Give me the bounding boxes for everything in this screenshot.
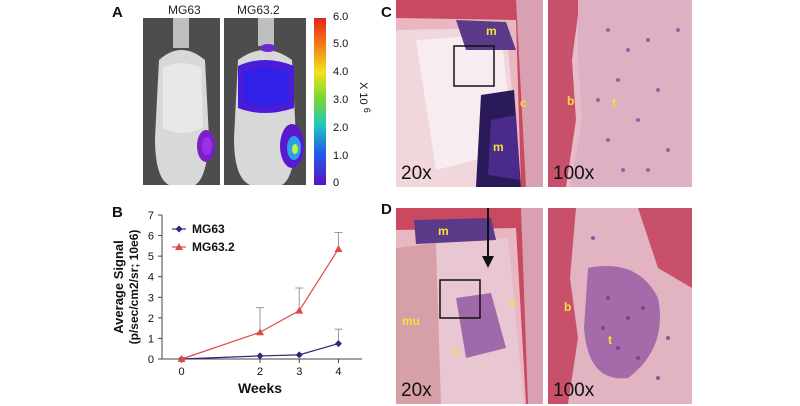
colorbar-tick: 2.0 [333, 122, 349, 134]
x-tick-label: 3 [296, 366, 302, 378]
series-line-mg63-2 [181, 248, 339, 360]
colorbar-tick: 4.0 [333, 66, 349, 78]
label-cortex: c [520, 96, 527, 110]
data-point [256, 352, 264, 360]
legend-label: MG63.2 [192, 240, 235, 254]
colorbar-tick: 5.0 [333, 38, 349, 50]
x-axis-label: Weeks [238, 380, 282, 396]
colorbar [314, 18, 326, 185]
mag-label-d-100x: 100x [553, 380, 595, 401]
y-tick-label: 5 [148, 251, 154, 263]
label-tumor: t [612, 96, 616, 110]
mouse-title-mg63-2: MG63.2 [237, 3, 280, 17]
colorbar-tick: 1.0 [333, 150, 349, 162]
data-point [256, 328, 265, 336]
label-cortex: c [452, 344, 459, 358]
mag-label-c-20x: 20x [401, 163, 432, 184]
y-tick-label: 6 [148, 231, 154, 243]
label-cortex: c [510, 296, 517, 310]
series-line-mg63 [181, 342, 339, 360]
y-tick-label: 2 [148, 313, 154, 325]
mouse-title-mg63: MG63 [168, 3, 201, 17]
y-tick-label: 3 [148, 292, 154, 304]
colorbar-exponent: 6 [362, 107, 372, 113]
colorbar-tick: 6.0 [333, 11, 349, 23]
y-tick-label: 0 [148, 354, 154, 366]
signal-line-chart: 0 1 2 3 4 5 6 7 0 2 3 4 Weeks Average Signal (p/sec/cm… [111, 210, 362, 396]
label-marrow: m [486, 24, 497, 38]
label-marrow: m [438, 224, 449, 238]
histology-d-20x: 20x m mu c c [396, 208, 543, 404]
label-muscle: mu [402, 314, 420, 328]
x-tick-label: 2 [257, 366, 263, 378]
y-axis-label: Average Signal [111, 240, 126, 333]
mag-label-c-100x: 100x [553, 163, 595, 184]
mouse-image-mg63-2 [224, 18, 306, 185]
y-tick-label: 1 [148, 333, 154, 345]
x-tick-label: 4 [335, 366, 341, 378]
panel-label-a: A [112, 4, 123, 21]
legend-marker [175, 225, 183, 233]
data-point [334, 340, 342, 348]
y-axis-label-units: (p/sec/cm2/sr; 10e6) [127, 230, 141, 345]
colorbar-unit: X 10 6 [357, 82, 372, 113]
label-tumor: t [608, 333, 612, 347]
data-point [334, 244, 343, 252]
label-marrow: m [493, 140, 504, 154]
data-point [177, 355, 186, 362]
legend-marker [175, 243, 183, 250]
colorbar-tick: 3.0 [333, 94, 349, 106]
histology-d-100x: 100x b t [548, 208, 692, 404]
x-tick-label: 0 [179, 366, 185, 378]
histology-c-20x: 20x m c m [396, 0, 543, 187]
label-bone: b [567, 94, 575, 108]
mouse-image-mg63 [143, 18, 220, 185]
data-point [295, 351, 303, 359]
y-tick-label: 7 [148, 210, 154, 222]
colorbar-tick: 0 [333, 177, 340, 189]
panel-label-b: B [112, 204, 123, 221]
data-point [295, 306, 304, 314]
label-bone: b [564, 300, 572, 314]
colorbar-unit-text: X 10 [357, 82, 369, 105]
legend-label: MG63 [192, 222, 225, 236]
histology-c-100x: 100x b t [548, 0, 692, 187]
panel-label-c: C [381, 4, 392, 21]
mag-label-d-20x: 20x [401, 380, 432, 401]
panel-label-d: D [381, 201, 392, 218]
y-tick-label: 4 [148, 272, 154, 284]
